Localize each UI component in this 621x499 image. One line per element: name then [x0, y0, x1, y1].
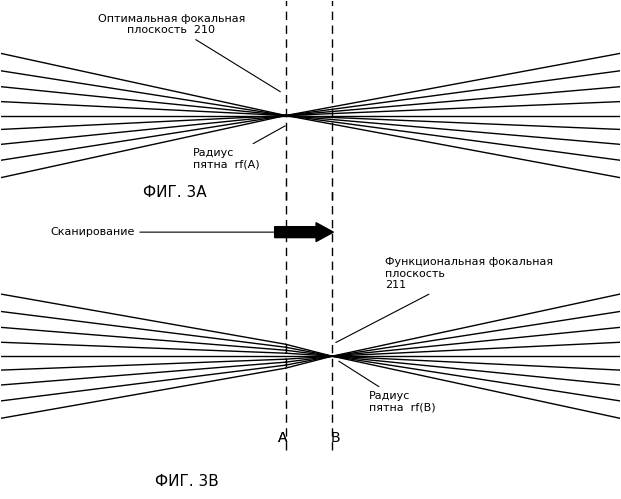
FancyArrow shape: [274, 223, 333, 242]
Text: Радиус
пятна  rf(A): Радиус пятна rf(A): [193, 126, 285, 169]
Text: Сканирование: Сканирование: [50, 227, 274, 237]
Text: A: A: [278, 431, 288, 445]
Text: B: B: [330, 431, 340, 445]
Text: ФИГ. 3В: ФИГ. 3В: [155, 474, 219, 489]
Text: Оптимальная фокальная
плоскость  210: Оптимальная фокальная плоскость 210: [97, 14, 280, 92]
Text: ФИГ. 3А: ФИГ. 3А: [143, 185, 206, 200]
Text: A: A: [278, 431, 288, 445]
Text: Радиус
пятна  rf(B): Радиус пятна rf(B): [339, 361, 436, 413]
Text: Функциональная фокальная
плоскость
211: Функциональная фокальная плоскость 211: [336, 257, 553, 342]
